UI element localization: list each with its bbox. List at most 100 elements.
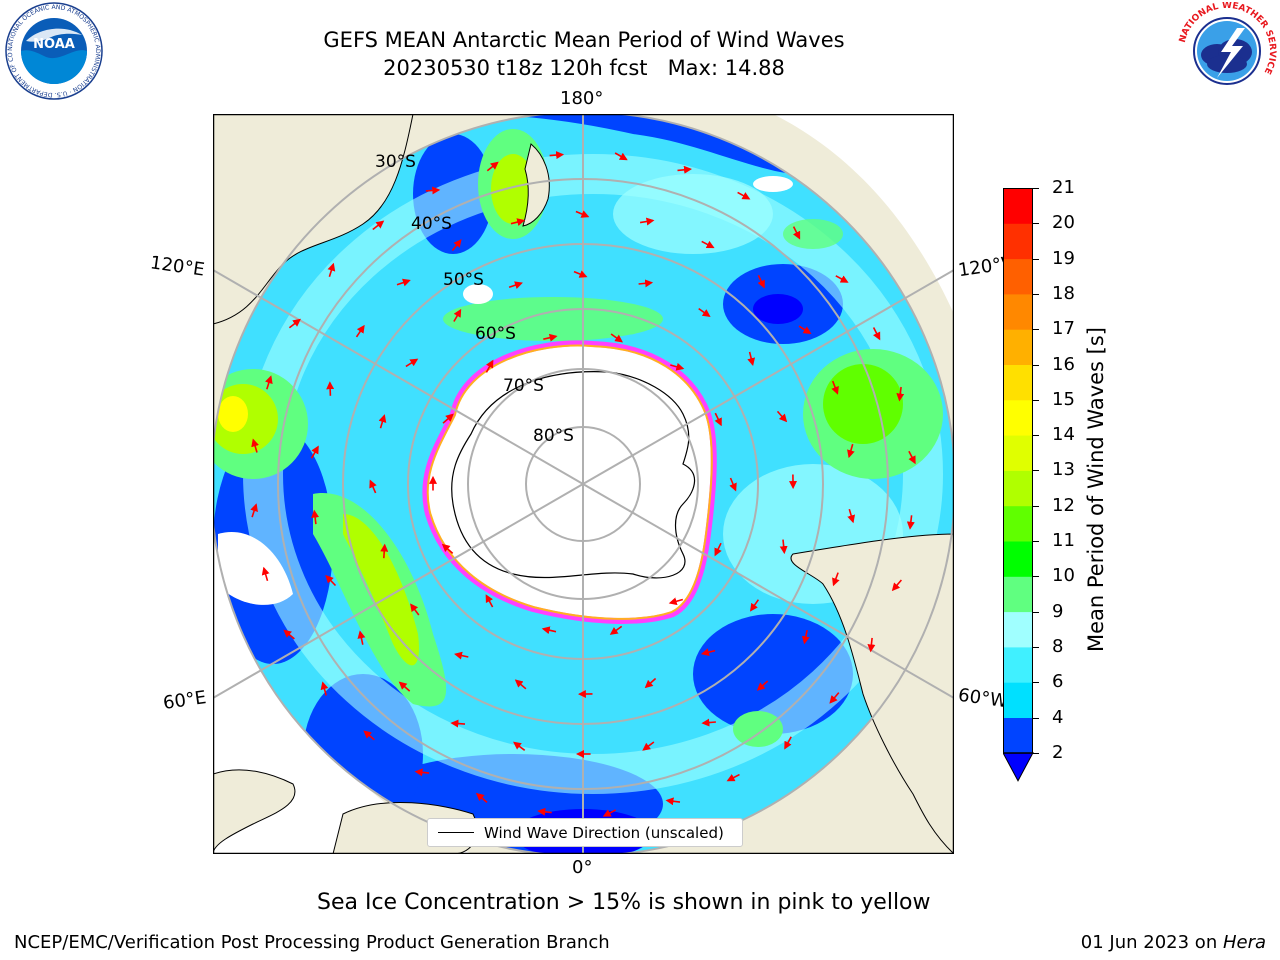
wind-arrow — [872, 327, 881, 341]
colorbar-segment — [1003, 188, 1033, 224]
wind-arrow — [668, 597, 684, 606]
chart-title: GEFS MEAN Antarctic Mean Period of Wind … — [323, 28, 845, 52]
nws-logo: NATIONAL WEATHER SERVICE — [1177, 1, 1277, 100]
wind-arrow — [450, 719, 466, 728]
wind-arrow — [453, 308, 462, 322]
colorbar-tick — [1033, 293, 1039, 295]
wind-arrow — [357, 630, 366, 645]
map-border — [212, 113, 955, 855]
lat-label-30s: 30°S — [375, 152, 416, 172]
wind-arrow — [441, 543, 454, 554]
polar-map-svg — [212, 113, 955, 855]
wind-arrow — [701, 718, 716, 727]
wind-arrow — [475, 792, 488, 804]
date-text: 01 Jun 2023 on — [1080, 932, 1223, 953]
wind-arrow — [410, 603, 420, 616]
wind-arrow — [638, 279, 654, 288]
wind-arrow — [896, 386, 905, 402]
wind-arrow — [747, 351, 756, 367]
wind-arrow — [514, 679, 527, 690]
colorbar-tick — [1033, 188, 1039, 189]
wind-arrow — [283, 629, 295, 640]
open-area-northeast — [773, 114, 954, 314]
wind-arrow — [543, 333, 558, 342]
wind-arrow — [749, 599, 760, 612]
wind-arrow — [757, 274, 765, 289]
colorbar-segment — [1003, 646, 1033, 683]
wind-arrow — [714, 412, 722, 427]
colorbar-tick — [1033, 541, 1039, 542]
wind-arrow — [906, 515, 915, 530]
colorbar-tick-label: 11 — [1052, 530, 1075, 551]
wind-arrow — [451, 239, 462, 252]
wind-arrow — [729, 477, 737, 492]
colorbar-tick-label: 9 — [1052, 600, 1064, 622]
colorbar-tick-label: 19 — [1052, 247, 1075, 269]
wind-arrow — [355, 324, 365, 338]
lon-label-0: 0° — [572, 857, 593, 878]
colorbar-tick-label: 18 — [1052, 282, 1075, 304]
colorbar-title: Mean Period of Wind Waves [s] — [1084, 327, 1108, 652]
colorbar-tick — [1033, 470, 1039, 472]
wind-arrow — [372, 220, 385, 231]
wind-arrow — [908, 450, 916, 465]
graticule — [213, 114, 954, 854]
wind-arrow — [737, 191, 751, 200]
wind-arrow — [642, 741, 655, 751]
wind-arrow — [835, 275, 849, 283]
wind-arrow — [665, 797, 681, 806]
wind-arrow — [513, 741, 526, 751]
wind-arrow — [867, 637, 876, 653]
colorbar-tick-label: 4 — [1052, 706, 1064, 728]
chart-subtitle: 20230530 t18z 120h fcst Max: 14.88 — [383, 56, 785, 80]
wind-arrow — [369, 479, 377, 494]
wind-arrow — [832, 572, 840, 587]
wind-arrow — [541, 626, 557, 635]
colorbar-tick — [1033, 223, 1039, 225]
land-australia-coast — [213, 114, 414, 325]
colorbar-tick-label: 2 — [1052, 741, 1064, 763]
colorbar-extend-arrow — [1003, 752, 1034, 782]
colorbar-segment — [1003, 435, 1033, 471]
wind-arrow — [310, 445, 319, 459]
wind-arrow — [508, 281, 523, 289]
wind-arrow — [405, 358, 419, 368]
wind-arrow — [847, 508, 856, 524]
land-new-zealand — [522, 143, 550, 227]
colorbar-tick — [1033, 364, 1039, 366]
wind-arrow — [575, 210, 590, 218]
wind-arrow — [425, 186, 441, 195]
colorbar-tick — [1033, 576, 1039, 578]
colorbar-segment — [1003, 541, 1033, 577]
wind-arrow — [776, 410, 788, 423]
wind-arrow — [288, 318, 301, 329]
colorbar-tick — [1033, 505, 1039, 507]
lat-label-80s: 80°S — [533, 426, 574, 446]
wind-arrow — [798, 325, 812, 335]
noaa-logo-text: NOAA — [33, 37, 75, 52]
colorbar-segment — [1003, 223, 1033, 260]
open-area-west — [213, 414, 473, 854]
wind-arrow — [380, 543, 389, 559]
wind-arrow — [792, 226, 801, 240]
host-name: Hera — [1222, 932, 1266, 953]
colorbar-tick — [1033, 435, 1039, 437]
wind-arrow — [549, 151, 565, 160]
wind-arrow — [756, 680, 769, 691]
colorbar-segment — [1003, 293, 1033, 330]
wind-arrow — [610, 333, 624, 343]
colorbar-tick — [1033, 682, 1039, 684]
wind-arrow — [327, 262, 336, 277]
wind-arrow — [891, 579, 903, 592]
lon-label-60w: 60°W — [956, 684, 1009, 713]
wind-arrow — [670, 362, 685, 371]
colorbar-segment — [1003, 364, 1033, 401]
colorbar-segment — [1003, 576, 1033, 613]
lon-label-180: 180° — [560, 88, 604, 109]
colorbar-tick — [1033, 752, 1039, 754]
wind-arrow — [485, 594, 494, 608]
colorbar-segment — [1003, 717, 1033, 754]
lat-label-40s: 40°S — [411, 214, 452, 234]
lat-label-50s: 50°S — [443, 270, 484, 290]
wind-direction-arrows — [250, 151, 916, 817]
